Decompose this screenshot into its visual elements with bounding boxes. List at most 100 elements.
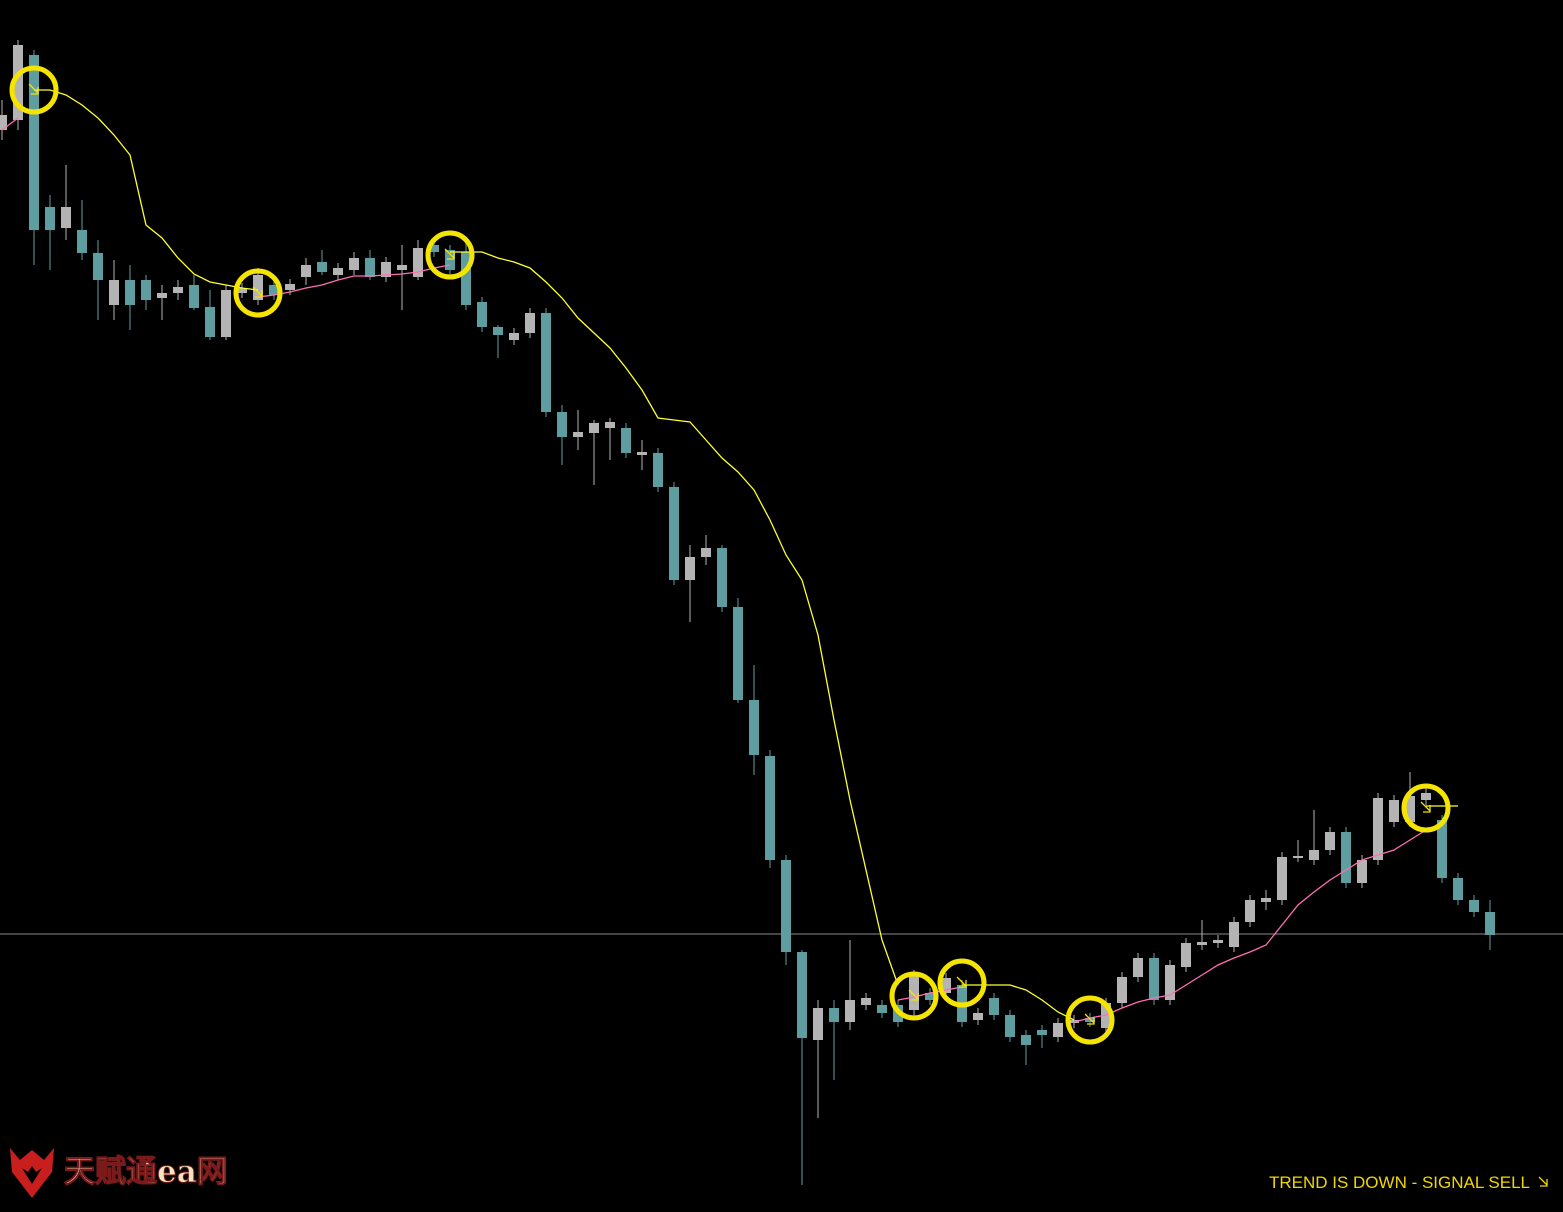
candle-body xyxy=(381,262,391,277)
candle-body xyxy=(733,607,743,700)
candle-body xyxy=(765,756,775,860)
candle-body xyxy=(29,55,39,230)
candle-body xyxy=(1005,1015,1015,1037)
candle-body xyxy=(205,307,215,337)
candle-body xyxy=(253,275,263,300)
candle-body xyxy=(701,548,711,557)
candle-body xyxy=(125,280,135,305)
candle-body xyxy=(45,207,55,230)
signal-marker xyxy=(937,958,987,1008)
candle-body xyxy=(1229,922,1239,947)
signal-circle xyxy=(1065,995,1115,1045)
signal-arrow xyxy=(956,976,967,988)
candle-body xyxy=(909,975,919,1010)
candle-body xyxy=(1197,942,1207,945)
candle-body xyxy=(1117,977,1127,1003)
indicator-line xyxy=(1073,829,1427,1023)
candle-body xyxy=(1309,850,1319,860)
signal-marker xyxy=(425,230,475,280)
candle-body xyxy=(1325,832,1335,850)
candle-body xyxy=(941,978,951,993)
candle-body xyxy=(637,452,647,455)
candle-body xyxy=(589,423,599,433)
candle-body xyxy=(717,548,727,607)
candle-body xyxy=(109,280,119,305)
candle-body xyxy=(1389,800,1399,822)
candle-body xyxy=(477,302,487,327)
candle-body xyxy=(333,268,343,275)
signal-circle xyxy=(233,268,283,318)
candle-body xyxy=(525,313,535,333)
arrow-icon xyxy=(1538,1176,1548,1187)
candle-body xyxy=(237,288,247,293)
indicator-line xyxy=(962,984,1075,1021)
signal-arrow xyxy=(444,248,455,260)
candle-body xyxy=(221,290,231,337)
signal-arrow xyxy=(1420,801,1431,813)
candle-body xyxy=(61,207,71,228)
candle-body xyxy=(621,428,631,453)
signal-marker xyxy=(1065,995,1115,1045)
trend-annotation: TREND IS DOWN - SIGNAL SELL xyxy=(1269,1173,1530,1192)
candle-body xyxy=(669,487,679,580)
candle-body xyxy=(1245,900,1255,922)
candle-body xyxy=(173,287,183,293)
candle-body xyxy=(813,1008,823,1040)
candle-body xyxy=(445,250,455,270)
candle-body xyxy=(461,252,471,305)
plot-area xyxy=(0,40,1563,1185)
candle-body xyxy=(429,245,439,252)
candle-body xyxy=(1469,900,1479,912)
candle-body xyxy=(1085,1018,1095,1022)
candle-body xyxy=(93,253,103,280)
candle-body xyxy=(1437,820,1447,878)
candle-body xyxy=(1053,1023,1063,1037)
sell-arrow-icon xyxy=(1538,1176,1548,1187)
candle-body xyxy=(557,412,567,437)
candle-body xyxy=(781,860,791,952)
candle-body xyxy=(797,952,807,1038)
candle-body xyxy=(77,230,87,253)
watermark-logo xyxy=(10,1148,54,1198)
signal-circle xyxy=(425,230,475,280)
candle-body xyxy=(877,1005,887,1013)
indicator-line xyxy=(897,986,963,1001)
signal-circle xyxy=(889,971,939,1021)
candle-body xyxy=(365,258,375,277)
candle-body xyxy=(1149,958,1159,1000)
candle-body xyxy=(1213,940,1223,943)
indicator-line xyxy=(34,89,259,291)
candle-body xyxy=(1453,878,1463,900)
candle-body xyxy=(925,993,935,1000)
candle-body xyxy=(1357,860,1367,883)
candle-body xyxy=(845,1000,855,1022)
candle-body xyxy=(141,280,151,300)
candle-body xyxy=(861,998,871,1005)
candle-body xyxy=(685,557,695,580)
candle-body xyxy=(1165,965,1175,1000)
indicator-line xyxy=(1,117,19,131)
candle-body xyxy=(1181,943,1191,967)
signal-circle xyxy=(937,958,987,1008)
signal-marker xyxy=(1401,783,1451,833)
candle-body xyxy=(509,333,519,340)
candle-body xyxy=(413,248,423,277)
candle-body xyxy=(1373,798,1383,860)
candle-body xyxy=(301,265,311,277)
signal-circle xyxy=(1401,783,1451,833)
candle-body xyxy=(13,45,23,120)
candle-body xyxy=(269,285,279,295)
candle-body xyxy=(573,432,583,437)
candle-body xyxy=(1293,856,1303,858)
candle-body xyxy=(1133,958,1143,977)
signal-marker xyxy=(9,65,59,115)
signal-arrow xyxy=(28,83,39,95)
candle-body xyxy=(973,1013,983,1020)
candle-body xyxy=(1341,832,1351,883)
candle-body xyxy=(829,1008,839,1022)
candle-body xyxy=(397,265,407,270)
candle-body xyxy=(653,453,663,487)
signal-marker xyxy=(233,268,283,318)
watermark-text: 天赋通ea网 xyxy=(64,1154,228,1190)
